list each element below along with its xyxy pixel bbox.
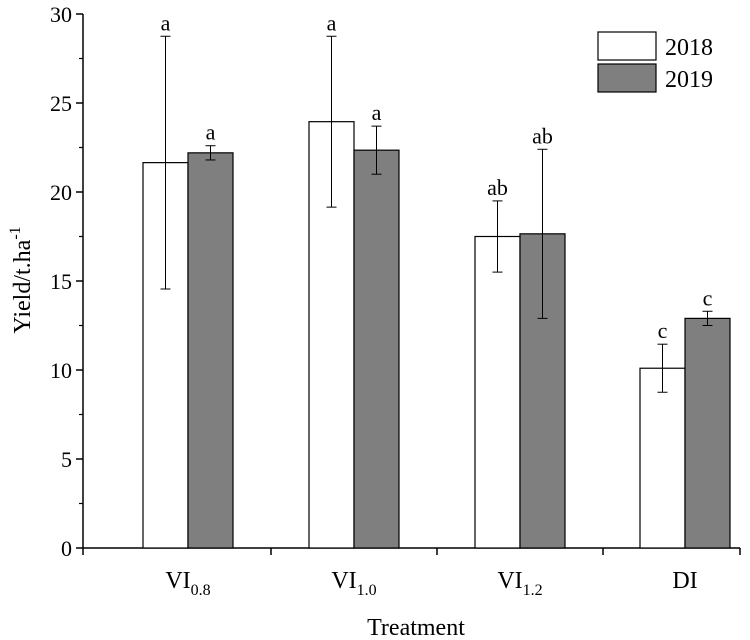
y-axis-label-base: Yield/t.ha [10, 239, 36, 333]
y-tick-label: 25 [50, 91, 72, 116]
y-tick-label: 20 [50, 180, 72, 205]
y-tick-label: 30 [50, 2, 72, 27]
x-tick-label-sub: 0.8 [191, 582, 211, 599]
legend-swatch-2019 [597, 63, 657, 93]
bar-2018 [474, 235, 521, 549]
y-axis-label: Yield/t.ha-1 [7, 226, 36, 333]
significance-letter: ab [487, 175, 508, 200]
y-tick-label: 10 [50, 358, 72, 383]
error-bars-layer [160, 35, 713, 393]
y-axis-label-sup: -1 [7, 226, 24, 239]
significance-letter: a [161, 10, 171, 35]
bar-2018 [639, 367, 686, 549]
x-tick-label: VI1.2 [497, 568, 542, 599]
legend-label: 2019 [665, 67, 713, 93]
significance-letter: a [327, 10, 337, 35]
x-tick-label-sub: 1.0 [357, 582, 377, 599]
significance-letter: a [372, 100, 382, 125]
significance-letter: ab [532, 123, 553, 148]
bar-2019 [187, 152, 234, 549]
bar-2019 [684, 317, 731, 549]
significance-letters-layer: a a ab c a a ab c [161, 10, 713, 343]
x-tick-label-base: VI [331, 568, 356, 594]
legend-label: 2018 [665, 35, 713, 61]
significance-letter: c [658, 318, 668, 343]
legend: 2018 2019 [597, 31, 713, 93]
y-tick-label: 15 [50, 269, 72, 294]
bar-2019 [353, 149, 400, 549]
x-tick-label-base: VI [497, 568, 522, 594]
x-tick-label-base: DI [672, 568, 697, 594]
bars-layer [142, 121, 731, 549]
significance-letter: a [206, 120, 216, 145]
legend-swatch-2018 [597, 31, 657, 61]
significance-letter: c [703, 285, 713, 310]
x-tick-label: DI [672, 568, 697, 594]
x-tick-label: VI1.0 [331, 568, 376, 599]
y-tick-labels: 0 5 10 15 20 25 30 [50, 2, 72, 561]
x-tick-labels: VI0.8 VI1.0 VI1.2 DI [165, 568, 697, 599]
x-axis-label: Treatment [367, 615, 465, 640]
y-tick-label: 5 [61, 447, 72, 472]
x-tick-label: VI0.8 [165, 568, 210, 599]
x-tick-label-sub: 1.2 [523, 582, 543, 599]
x-tick-label-base: VI [165, 568, 190, 594]
y-tick-label: 0 [61, 536, 72, 561]
